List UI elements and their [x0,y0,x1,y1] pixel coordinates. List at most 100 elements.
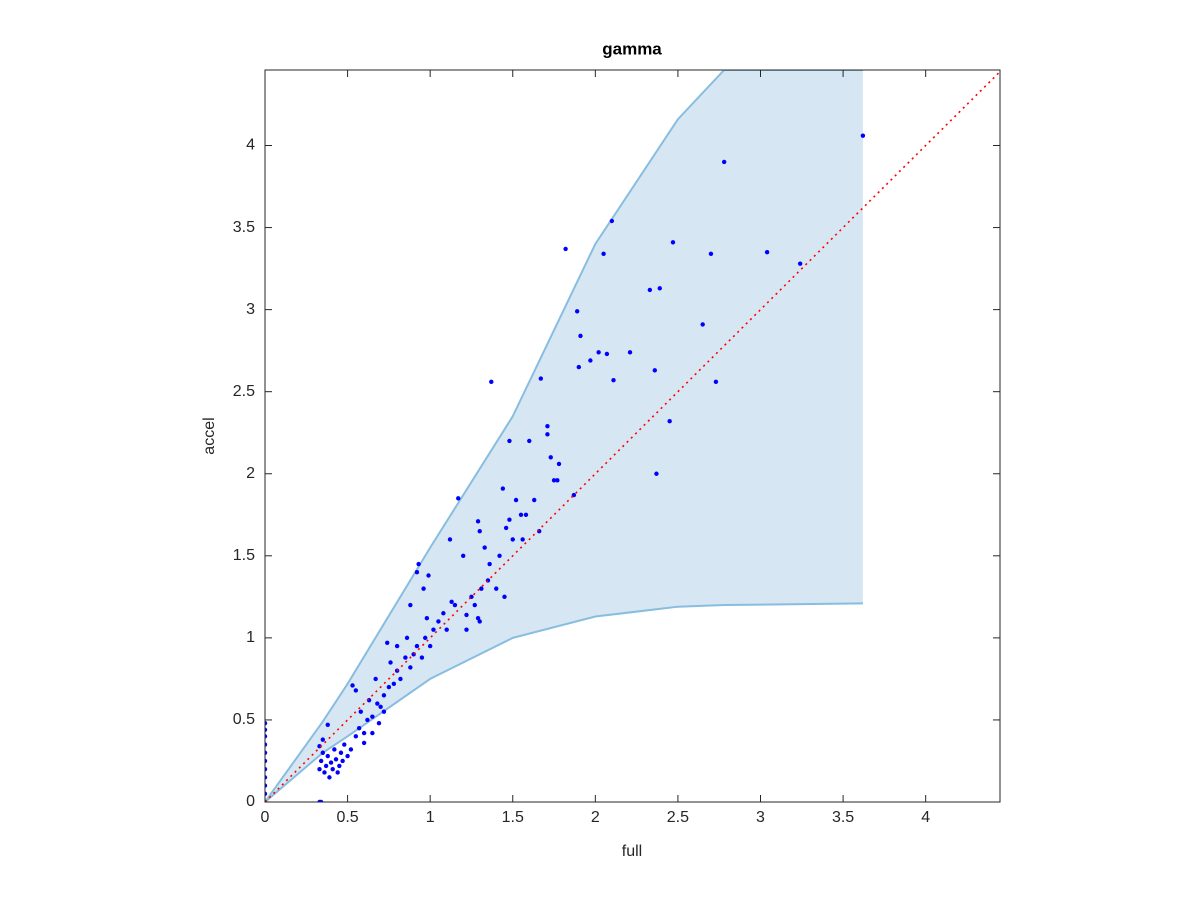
point [376,721,382,726]
point [507,438,512,444]
point [322,770,327,775]
point [472,602,477,608]
point [325,753,330,759]
point [386,684,392,690]
point [265,758,268,764]
point [431,627,436,632]
point [373,676,378,682]
point [330,766,335,772]
point [667,419,672,424]
point [436,619,441,624]
point [408,602,413,608]
point [494,586,499,591]
point [523,512,529,517]
x-tick-label: 0 [261,809,270,826]
point [353,688,359,693]
point [654,471,659,476]
point [350,683,355,688]
point [652,368,657,373]
point [452,602,458,608]
x-tick-label: 3 [756,809,765,826]
point [555,478,560,483]
point [361,730,367,736]
point [500,486,506,491]
point [423,635,428,641]
confidence-band [265,70,863,802]
point [265,721,268,726]
point [764,249,770,255]
point [456,496,461,501]
point [265,766,268,772]
point [601,251,606,257]
x-tick-label: 2 [591,809,600,826]
point [479,586,484,591]
point [548,455,553,460]
point [348,747,354,752]
point [527,438,532,444]
point [441,611,446,616]
point [860,133,866,138]
point [578,333,583,339]
point [510,537,515,542]
point [265,775,268,780]
point [538,376,544,381]
point [721,159,727,165]
point [497,553,502,559]
point [361,740,367,746]
x-tick-label: 4 [921,809,930,826]
point [502,594,507,600]
point [426,573,431,578]
point [265,734,268,739]
point [518,512,524,517]
point [385,640,390,645]
point [545,423,550,429]
x-tick-label: 3.5 [832,809,854,826]
point [477,619,482,624]
point [325,722,330,728]
x-tick-label: 2.5 [667,809,689,826]
x-tick-label: 0.5 [336,809,358,826]
chart-title: gamma [602,39,662,58]
point [342,742,347,747]
point [340,758,345,764]
point [797,261,803,266]
point [333,757,339,762]
point [482,545,487,550]
point [609,218,615,224]
point [398,676,403,682]
point [416,561,421,567]
point [596,350,601,355]
point [444,627,449,632]
point [520,537,525,542]
point [588,358,593,363]
point [265,750,268,755]
point [353,734,359,739]
point [356,725,362,731]
x-tick-label: 1.5 [502,809,524,826]
point [507,517,512,522]
y-tick-label: 4 [246,137,255,154]
point [627,350,633,355]
point [337,763,342,769]
point [611,377,616,383]
point [545,432,550,437]
y-tick-label: 3.5 [233,219,255,236]
point [551,478,557,483]
plot-area [265,70,1000,802]
point [427,643,433,649]
point [370,730,375,736]
y-tick-label: 0 [246,793,255,810]
axes: 0 0.5 1 1.5 2 2.5 3 3.5 4 0 0.5 1 1.5 2 2.5 3 3.5 4 [233,69,1001,826]
point [449,599,454,604]
point [670,240,676,245]
point [419,655,425,660]
point [513,497,519,503]
point [657,286,662,291]
point [323,763,329,769]
point [576,364,582,370]
point [647,287,653,293]
point [421,586,426,591]
point [335,770,340,775]
point [424,615,430,621]
y-axis-label: accel [201,417,218,454]
